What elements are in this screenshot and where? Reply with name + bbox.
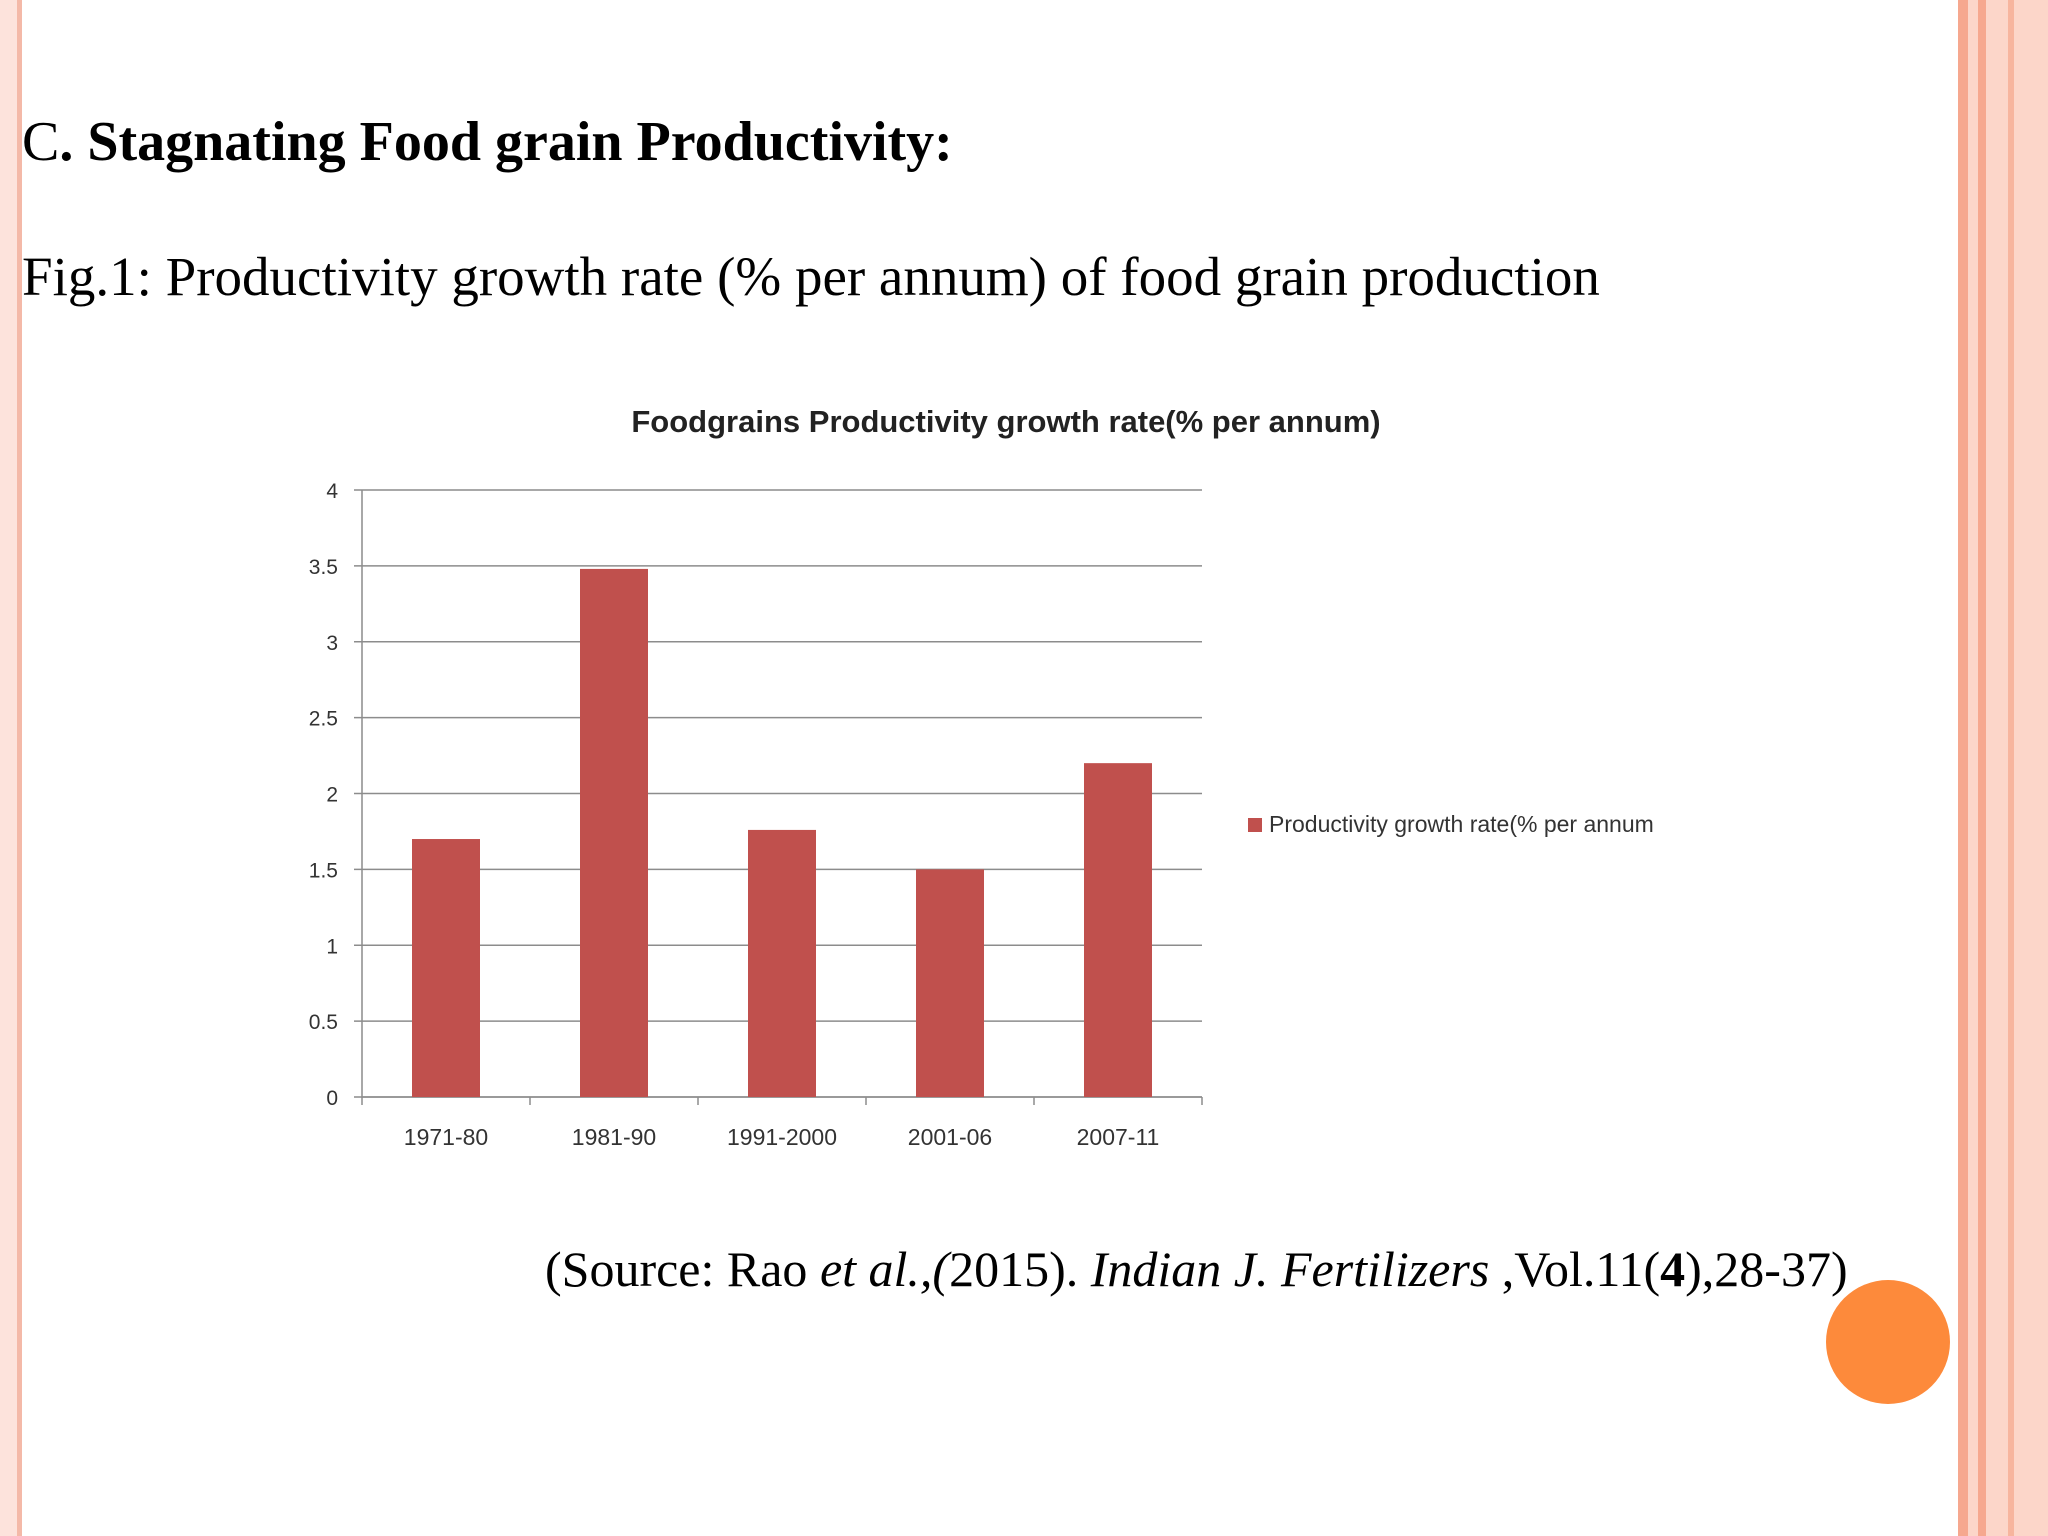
slide-heading: C. Stagnating Food grain Productivity: bbox=[22, 110, 953, 174]
x-tick-label: 2001-06 bbox=[908, 1124, 992, 1150]
bar bbox=[1084, 763, 1152, 1097]
y-tick-label: 0.5 bbox=[309, 1011, 338, 1034]
slide-border-right bbox=[1958, 0, 2048, 1536]
source-journal: Indian J. Fertilizers bbox=[1090, 1241, 1490, 1297]
y-tick-label: 3 bbox=[326, 632, 338, 655]
source-citation: (Source: Rao et al.,(2015). Indian J. Fe… bbox=[545, 1240, 1848, 1298]
bar bbox=[748, 829, 816, 1097]
legend-label: Productivity growth rate(% per annum bbox=[1269, 811, 1654, 837]
source-year: 2015). bbox=[949, 1241, 1091, 1297]
y-tick-label: 1.5 bbox=[309, 859, 338, 882]
y-tick-label: 0 bbox=[326, 1087, 338, 1110]
x-tick-label: 1971-80 bbox=[404, 1124, 488, 1150]
x-tick-label: 1981-90 bbox=[572, 1124, 656, 1150]
y-tick-label: 2 bbox=[326, 784, 338, 807]
y-tick-label: 4 bbox=[326, 480, 338, 503]
bar bbox=[916, 869, 984, 1097]
legend-swatch bbox=[1248, 818, 1262, 832]
source-pages: ),28-37) bbox=[1685, 1241, 1848, 1297]
bar bbox=[412, 839, 480, 1097]
y-tick-label: 2.5 bbox=[309, 708, 338, 731]
y-tick-label: 3.5 bbox=[309, 556, 338, 579]
slide-border-stripe bbox=[2008, 0, 2014, 1536]
decorative-dot bbox=[1826, 1280, 1950, 1404]
source-authors: et al.,( bbox=[819, 1241, 950, 1297]
source-prefix: (Source: Rao bbox=[545, 1241, 820, 1297]
source-issue: 4 bbox=[1660, 1241, 1686, 1297]
heading-text: . Stagnating Food grain Productivity: bbox=[59, 111, 953, 173]
x-tick-label: 1991-2000 bbox=[727, 1124, 837, 1150]
slide-border-left bbox=[0, 0, 22, 1536]
bar-chart: Foodgrains Productivity growth rate(% pe… bbox=[309, 404, 1654, 1150]
y-tick-label: 1 bbox=[326, 935, 338, 958]
slide-border-stripe bbox=[1958, 0, 1968, 1536]
x-tick-label: 2007-11 bbox=[1077, 1124, 1160, 1150]
figure-caption: Fig.1: Productivity growth rate (% per a… bbox=[22, 246, 1600, 307]
source-volume: ,Vol.11( bbox=[1489, 1241, 1661, 1297]
heading-letter: C bbox=[22, 111, 60, 173]
slide-border-stripe bbox=[1978, 0, 1986, 1536]
bar bbox=[580, 568, 648, 1097]
chart-title: Foodgrains Productivity growth rate(% pe… bbox=[631, 404, 1380, 439]
